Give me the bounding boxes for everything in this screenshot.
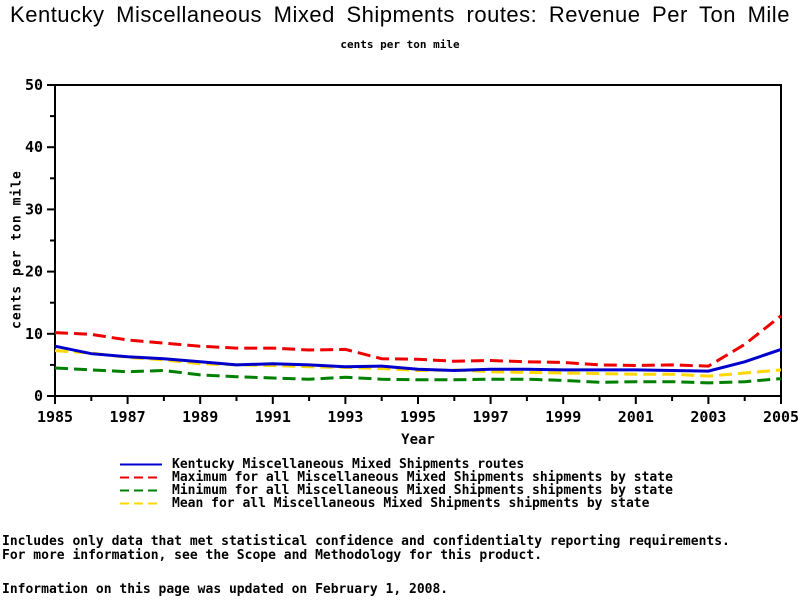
x-axis-tick-label: 2005 bbox=[763, 408, 799, 426]
kentucky-line-swatch-icon bbox=[120, 463, 162, 466]
plot-frame bbox=[54, 84, 782, 397]
series-mean-line bbox=[54, 349, 782, 378]
y-axis-label: cents per ton mile bbox=[9, 170, 25, 330]
x-axis-tick-label: 1995 bbox=[400, 408, 436, 426]
x-axis-tick-label: 2001 bbox=[618, 408, 654, 426]
chart-title: Kentucky Miscellaneous Mixed Shipments r… bbox=[10, 2, 790, 27]
footnote-line-1: Includes only data that met statistical … bbox=[2, 534, 730, 549]
y-axis-tick-label: 50 bbox=[25, 76, 43, 94]
x-axis-tick-label: 1997 bbox=[473, 408, 509, 426]
maximum-line-swatch-icon bbox=[120, 476, 162, 479]
chart-subtitle: cents per ton mile bbox=[340, 38, 460, 51]
legend-item-kentucky: Kentucky Miscellaneous Mixed Shipments r… bbox=[120, 457, 673, 472]
legend-label: Kentucky Miscellaneous Mixed Shipments r… bbox=[172, 457, 525, 472]
legend-label: Maximum for all Miscellaneous Mixed Ship… bbox=[172, 470, 673, 485]
y-axis-tick-label: 0 bbox=[34, 387, 43, 405]
y-axis-tick-label: 20 bbox=[25, 263, 43, 281]
y-axis-tick-label: 30 bbox=[25, 200, 43, 218]
x-axis-tick-label: 1991 bbox=[255, 408, 291, 426]
x-axis-tick-label: 1989 bbox=[182, 408, 218, 426]
legend-label: Mean for all Miscellaneous Mixed Shipmen… bbox=[172, 496, 650, 511]
legend-label: Minimum for all Miscellaneous Mixed Ship… bbox=[172, 483, 673, 498]
x-axis-label: Year bbox=[401, 432, 435, 448]
y-axis-tick-label: 40 bbox=[25, 138, 43, 156]
y-axis-tick-label: 10 bbox=[25, 325, 43, 343]
minimum-line-swatch-icon bbox=[120, 489, 162, 492]
x-axis-tick-label: 1999 bbox=[545, 408, 581, 426]
legend-item-maximum: Maximum for all Miscellaneous Mixed Ship… bbox=[120, 470, 673, 485]
series-minimum-line bbox=[54, 366, 782, 385]
legend: Kentucky Miscellaneous Mixed Shipments r… bbox=[120, 457, 673, 511]
x-axis-tick-label: 2003 bbox=[690, 408, 726, 426]
mean-line-swatch-icon bbox=[120, 502, 162, 505]
x-axis-tick-label: 1985 bbox=[37, 408, 73, 426]
plot-area: 0 10 20 30 40 50 1985 1987 1989 1991 1993 1995 1997 1… bbox=[25, 76, 799, 426]
legend-item-minimum: Minimum for all Miscellaneous Mixed Ship… bbox=[120, 483, 673, 498]
x-axis-tick-label: 1987 bbox=[110, 408, 146, 426]
series-kentucky-line bbox=[54, 344, 782, 373]
footnote-line-2: For more information, see the Scope and … bbox=[2, 548, 543, 563]
updated-date-text: Information on this page was updated on … bbox=[2, 582, 449, 597]
footnote: Includes only data that met statistical … bbox=[2, 534, 798, 563]
x-axis-tick-label: 1993 bbox=[327, 408, 363, 426]
legend-item-mean: Mean for all Miscellaneous Mixed Shipmen… bbox=[120, 496, 673, 511]
series-maximum-line bbox=[54, 314, 782, 368]
